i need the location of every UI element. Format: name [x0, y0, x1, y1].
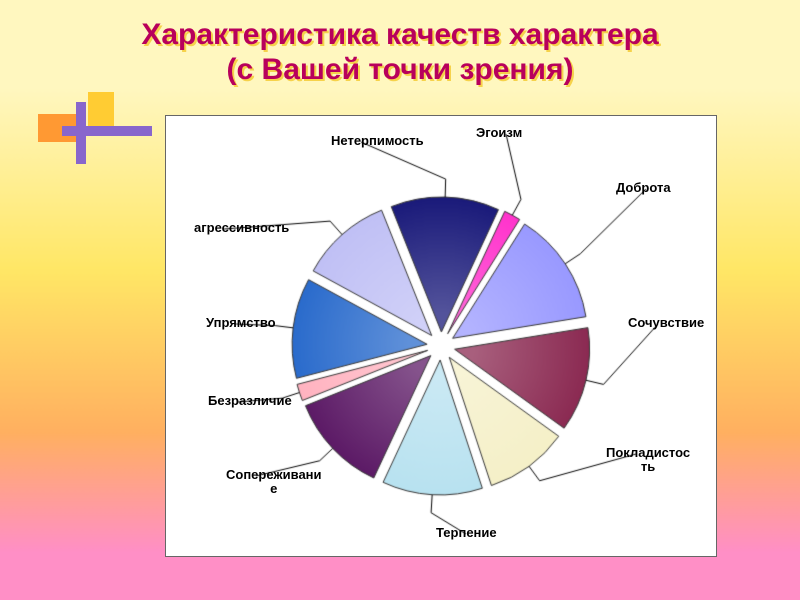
slice-label: Терпение [436, 526, 497, 540]
slice-label: Доброта [616, 181, 671, 195]
slice-label: агрессивность [194, 221, 289, 235]
chart-container: Эгоизм Доброта Сочувствие Покладистос ть Тер… [165, 115, 717, 557]
slide-title: Характеристика качеств характера (с Ваше… [0, 18, 800, 87]
slice-label: Покладистос ть [606, 446, 690, 475]
slice-label: Безразличие [208, 394, 292, 408]
title-line-1: Характеристика качеств характера [0, 18, 800, 53]
slice-label: Эгоизм [476, 126, 522, 140]
slice-label: Сопереживани е [226, 468, 322, 497]
slice-label: Упрямство [206, 316, 276, 330]
title-line-2: (с Вашей точки зрения) [0, 53, 800, 88]
slice-label: Сочувствие [628, 316, 704, 330]
slice-label: Нетерпимость [331, 134, 424, 148]
corner-decoration [38, 92, 158, 172]
